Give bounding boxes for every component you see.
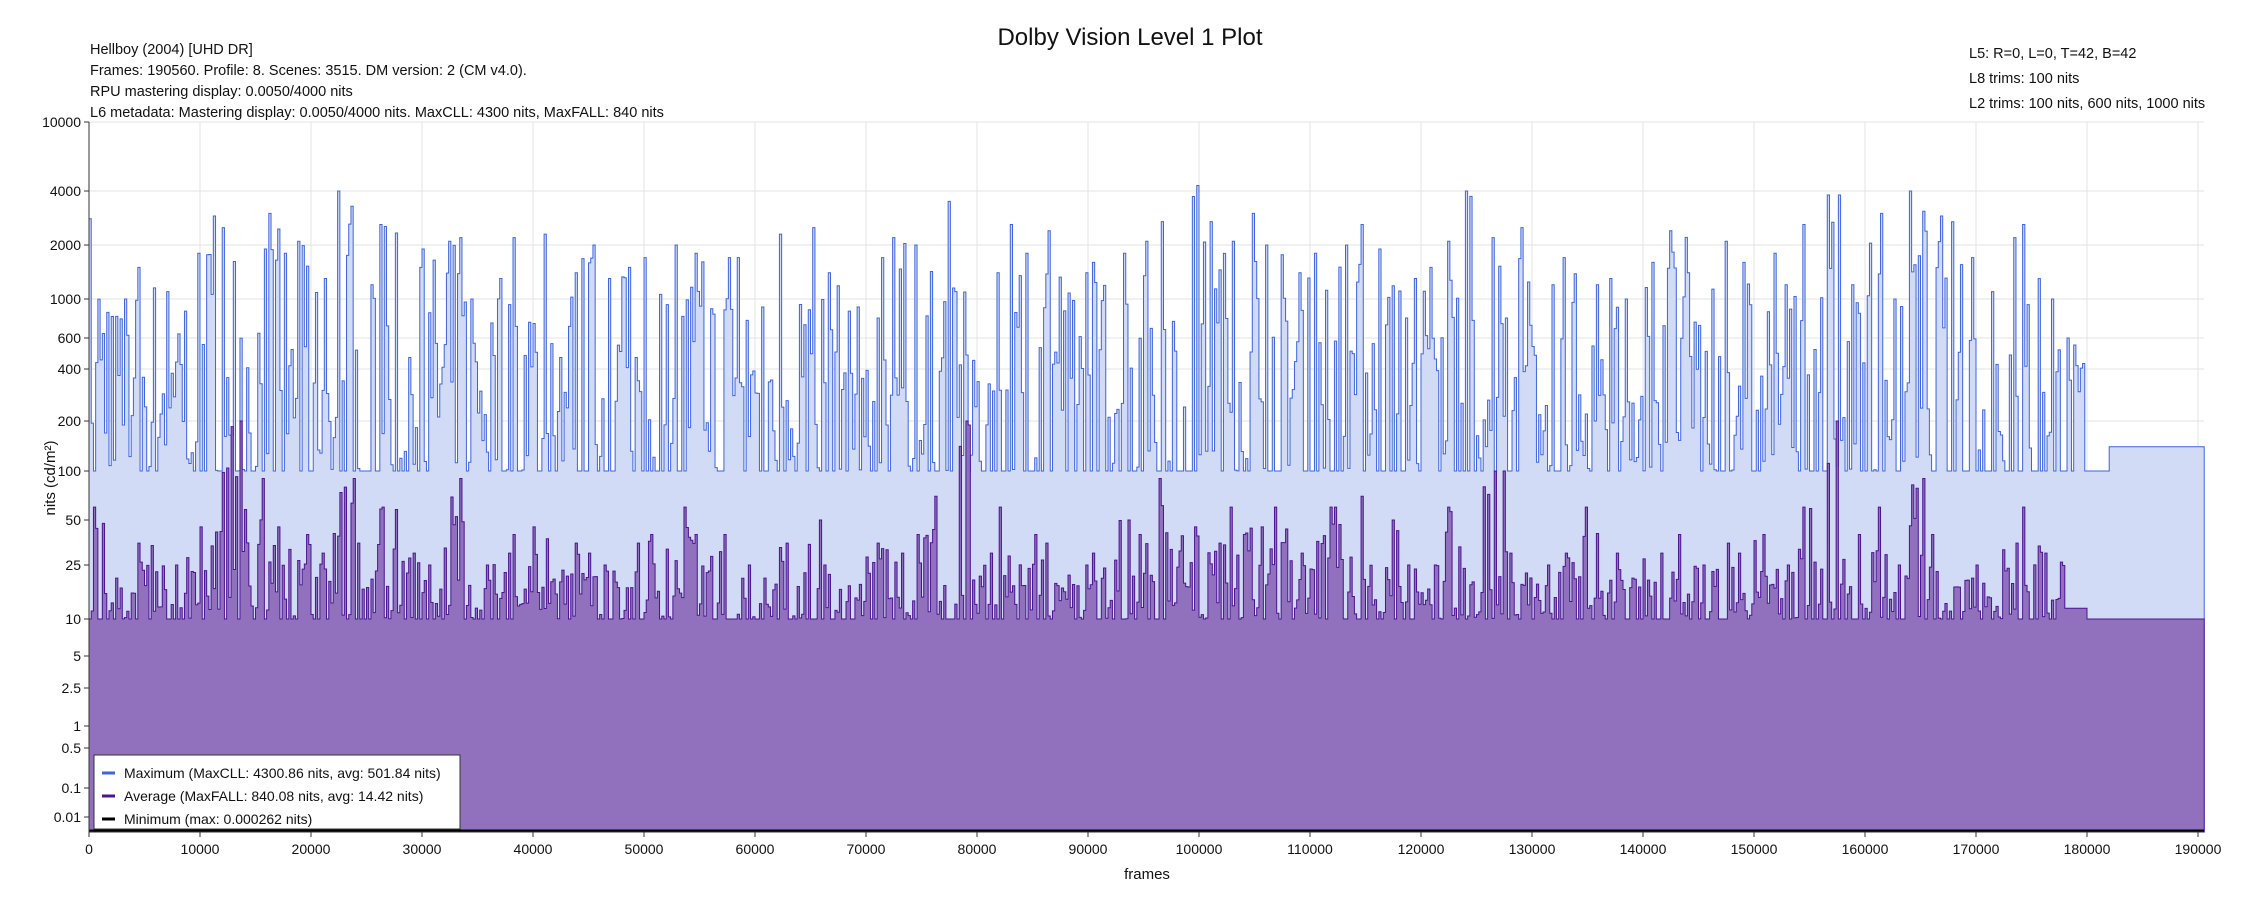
y-tick-label: 10000 — [42, 114, 81, 130]
x-tick-label: 20000 — [292, 841, 331, 857]
x-tick-label: 60000 — [736, 841, 775, 857]
y-tick-label: 10 — [65, 611, 81, 627]
x-tick-label: 190000 — [2175, 841, 2222, 857]
y-tick-label: 100 — [58, 463, 82, 479]
x-tick-label: 50000 — [625, 841, 664, 857]
legend-label: Minimum (max: 0.000262 nits) — [124, 811, 312, 827]
info-right-line: L8 trims: 100 nits — [1969, 71, 2079, 87]
x-tick-label: 90000 — [1069, 841, 1108, 857]
info-right-line: L2 trims: 100 nits, 600 nits, 1000 nits — [1969, 96, 2205, 112]
legend: Maximum (MaxCLL: 4300.86 nits, avg: 501.… — [93, 754, 461, 830]
y-tick-label: 50 — [65, 512, 81, 528]
legend-box — [93, 754, 461, 830]
y-tick-label: 0.5 — [62, 740, 82, 756]
y-tick-label: 25 — [65, 557, 81, 573]
y-tick-label: 400 — [58, 361, 82, 377]
x-tick-label: 130000 — [1509, 841, 1556, 857]
info-left-line: Frames: 190560. Profile: 8. Scenes: 3515… — [90, 63, 527, 79]
x-tick-label: 80000 — [958, 841, 997, 857]
legend-label: Maximum (MaxCLL: 4300.86 nits, avg: 501.… — [124, 765, 441, 781]
y-tick-label: 0.1 — [62, 780, 82, 796]
series-average — [88, 420, 2205, 833]
x-tick-label: 10000 — [181, 841, 220, 857]
x-tick-label: 180000 — [2064, 841, 2111, 857]
info-right: L5: R=0, L=0, T=42, B=42 L8 trims: 100 ni… — [1969, 46, 2205, 112]
info-left-line: Hellboy (2004) [UHD DR] — [90, 42, 253, 58]
chart-title: Dolby Vision Level 1 Plot — [997, 24, 1262, 51]
x-tick-label: 40000 — [514, 841, 553, 857]
y-tick-label: 4000 — [50, 183, 81, 199]
x-axis-label: frames — [1124, 866, 1170, 883]
y-tick-label: 1 — [73, 718, 81, 734]
y-tick-label: 600 — [58, 330, 82, 346]
y-tick-label: 0.01 — [54, 809, 81, 825]
axes: 1000040002000100060040020010050251052.51… — [42, 114, 2222, 857]
info-left-line: RPU mastering display: 0.0050/4000 nits — [90, 84, 353, 100]
y-tick-label: 5 — [73, 648, 81, 664]
x-tick-label: 0 — [85, 841, 93, 857]
x-tick-label: 140000 — [1620, 841, 1667, 857]
series-layer — [88, 185, 2205, 833]
legend-label: Average (MaxFALL: 840.08 nits, avg: 14.4… — [124, 788, 423, 804]
info-left: Hellboy (2004) [UHD DR] Frames: 190560. P… — [90, 42, 664, 121]
y-tick-label: 200 — [58, 413, 82, 429]
x-tick-label: 30000 — [403, 841, 442, 857]
y-tick-label: 1000 — [50, 291, 81, 307]
x-tick-label: 70000 — [847, 841, 886, 857]
x-tick-label: 160000 — [1842, 841, 1889, 857]
y-axis-label: nits (cd/m²) — [42, 440, 59, 515]
x-tick-label: 150000 — [1731, 841, 1778, 857]
info-right-line: L5: R=0, L=0, T=42, B=42 — [1969, 46, 2136, 62]
info-left-line: L6 metadata: Mastering display: 0.0050/4… — [90, 105, 664, 121]
x-tick-label: 100000 — [1176, 841, 1223, 857]
x-tick-label: 110000 — [1287, 841, 1333, 857]
y-tick-label: 2000 — [50, 237, 81, 253]
x-tick-label: 120000 — [1398, 841, 1445, 857]
y-tick-label: 2.5 — [62, 680, 82, 696]
x-tick-label: 170000 — [1953, 841, 2000, 857]
